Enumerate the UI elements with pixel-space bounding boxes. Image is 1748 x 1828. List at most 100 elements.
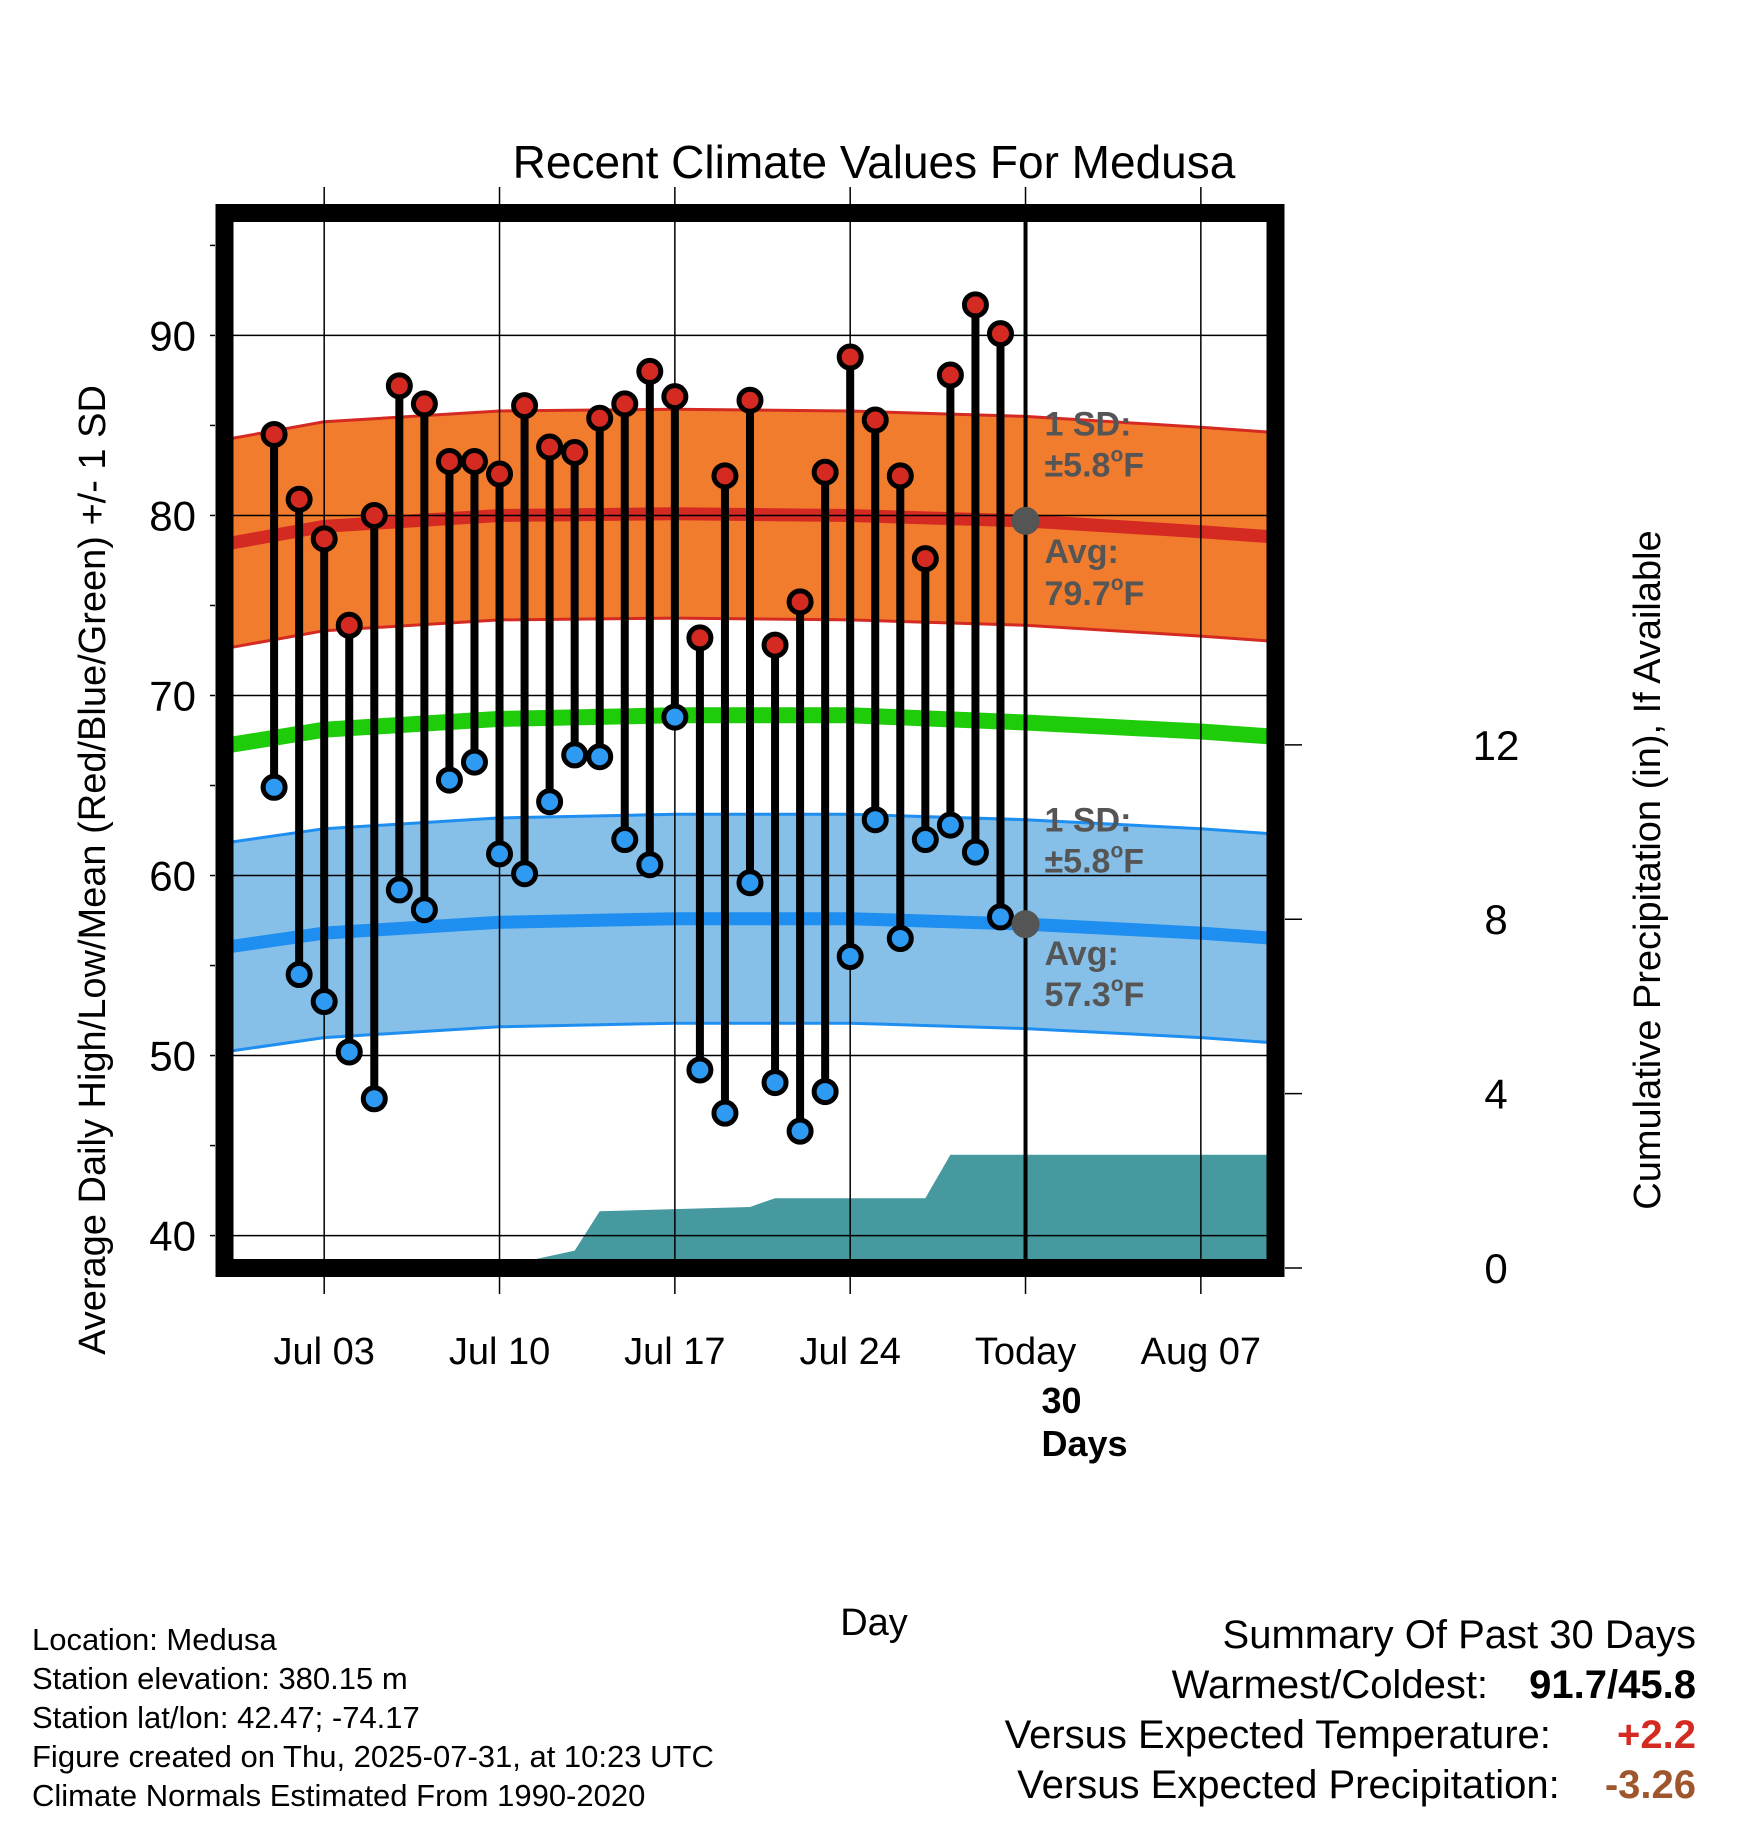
y-tick-label: 70 [149,672,196,719]
daily-low-point [611,826,639,854]
high-avg-label: Avg: [1045,533,1119,571]
daily-low-point [711,1099,739,1127]
daily-low-point [661,703,689,731]
daily-low-point [360,1085,388,1113]
daily-high-point [911,545,939,573]
y-tick-label: 60 [149,853,196,900]
daily-low-point [961,838,989,866]
x-tick-label: Jul 03 [273,1331,374,1373]
daily-high-point [260,420,288,448]
daily-high-point [811,458,839,486]
daily-low-point [786,1117,814,1145]
low-sd-band-lower-edge [223,1021,1277,1054]
warm-cold-value: 91.7/45.8 [1529,1663,1696,1707]
y-axis-title: Average Daily High/Low/Mean (Red/Blue/Gr… [72,385,114,1355]
daily-high-point [761,631,789,659]
x-tick-label: Jul 24 [799,1331,900,1373]
daily-low-point [836,943,864,971]
daily-low-point [385,876,413,904]
low-sd-band-upper-edge [223,812,1277,845]
daily-low-point [310,988,338,1016]
y-tick-label: 80 [149,492,196,539]
high-average-line [222,507,1277,551]
daily-low-point [911,826,939,854]
daily-high-point [861,406,889,434]
created-text: Figure created on Thu, 2025-07-31, at 10… [32,1739,714,1774]
daily-high-point [310,525,338,553]
y2-axis-title: Cumulative Precipitation (in), If Availa… [1627,530,1669,1209]
y-tick-label: 90 [149,312,196,359]
daily-low-point [811,1078,839,1106]
daily-low-point [886,925,914,953]
daily-low-point [936,811,964,839]
y2-tick-label: 8 [1484,896,1507,943]
daily-low-point [536,788,564,816]
daily-low-point [561,741,589,769]
summary-precip-row: Versus Expected Precipitation: -3.26 [1005,1760,1696,1810]
daily-high-point [961,291,989,319]
low-avg-value: 57.3oF [1045,973,1145,1014]
daily-high-point [486,460,514,488]
daily-low-point [761,1069,789,1097]
daily-high-point [285,485,313,513]
daily-high-point [536,433,564,461]
daily-low-point [586,743,614,771]
warm-cold-label: Warmest/Coldest: [1171,1663,1489,1707]
daily-high-point [886,462,914,490]
daily-high-point [410,390,438,418]
days-count-word: Days [1042,1423,1128,1464]
high-sd-label: 1 SD: [1045,405,1132,443]
x-axis-title: Day [840,1602,908,1644]
location-text: Location: Medusa [32,1622,277,1657]
daily-low-point [986,903,1014,931]
low-sd-band [224,814,1276,1052]
daily-high-point [836,343,864,371]
daily-high-point [736,386,764,414]
y2-tick-label: 12 [1473,722,1520,769]
daily-low-point [260,773,288,801]
latlon-text: Station lat/lon: 42.47; -74.17 [32,1700,420,1735]
daily-low-point [686,1056,714,1084]
normals-period-text: Climate Normals Estimated From 1990-2020 [32,1778,646,1813]
temp-value: +2.2 [1617,1713,1696,1757]
daily-high-point [711,462,739,490]
daily-low-point [335,1038,363,1066]
low-average-line [223,912,1277,954]
high-sd-band-upper-edge [223,407,1277,442]
summary-heading: Summary Of Past 30 Days [1222,1613,1696,1657]
today-high-avg-marker [1011,506,1040,535]
daily-high-point [786,588,814,616]
daily-high-point [611,390,639,418]
x-tick-label: Today [975,1331,1076,1373]
temp-label: Versus Expected Temperature: [1004,1713,1551,1757]
daily-low-point [861,806,889,834]
daily-high-point [586,404,614,432]
precip-value: -3.26 [1604,1763,1696,1807]
daily-high-point [661,383,689,411]
low-sd-value: ±5.8oF [1045,840,1145,881]
low-avg-label: Avg: [1045,935,1119,973]
daily-low-point [736,869,764,897]
precip-label: Versus Expected Precipitation: [1017,1763,1560,1807]
x-tick-label: Aug 07 [1141,1331,1261,1373]
today-low-avg-marker [1011,910,1040,939]
daily-high-point [636,357,664,385]
y-tick-label: 40 [149,1213,196,1260]
days-count-number: 30 [1042,1380,1082,1421]
y-tick-label: 50 [149,1033,196,1080]
daily-high-point [561,438,589,466]
daily-high-point [360,501,388,529]
high-avg-value: 79.7oF [1045,572,1145,613]
daily-high-point [335,611,363,639]
low-sd-label: 1 SD: [1045,802,1132,840]
daily-low-point [410,896,438,924]
chart-title: Recent Climate Values For Medusa [513,136,1236,188]
daily-high-point [385,372,413,400]
y2-tick-label: 4 [1484,1071,1507,1118]
daily-high-point [986,320,1014,348]
x-tick-label: Jul 10 [449,1331,550,1373]
daily-high-point [511,392,539,420]
daily-low-point [435,766,463,794]
daily-high-point [460,447,488,475]
